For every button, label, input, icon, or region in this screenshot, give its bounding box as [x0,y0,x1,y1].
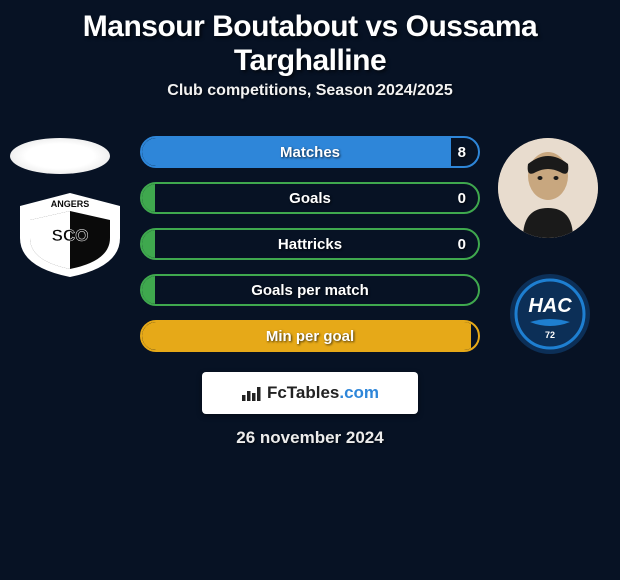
crest-right-year: 72 [545,330,555,340]
stat-bar-label: Goals per match [142,276,478,304]
stat-bar-label: Goals [142,184,478,212]
player-left-photo [10,138,110,174]
stat-bar-value: 8 [458,138,466,166]
stat-bar-label: Hattricks [142,230,478,258]
logo-text: FcTables.com [267,383,379,403]
comparison-bars: Matches8Goals0Hattricks0Goals per matchM… [140,136,480,366]
stat-bar: Min per goal [140,320,480,352]
stat-bar-label: Matches [142,138,478,166]
stat-bar: Goals per match [140,274,480,306]
club-crest-left: ANGERS SCO [20,193,120,277]
stat-bar-label: Min per goal [142,322,478,350]
crest-right-text: HAC [528,295,572,317]
content-area: ANGERS SCO HAC 72 Matches8Goals0Hattrick… [0,118,620,458]
crest-left-subtext: SCO [52,226,89,245]
fctables-logo: FcTables.com [202,372,418,414]
club-crest-right: HAC 72 [510,274,590,354]
stat-bar: Goals0 [140,182,480,214]
bars-icon [241,384,263,402]
stat-bar: Hattricks0 [140,228,480,260]
comparison-date: 26 november 2024 [0,428,620,448]
stat-bar: Matches8 [140,136,480,168]
player-right-photo [498,138,598,238]
stat-bar-value: 0 [458,184,466,212]
crest-left-text: ANGERS [51,199,90,209]
stat-bar-value: 0 [458,230,466,258]
comparison-subtitle: Club competitions, Season 2024/2025 [0,82,620,118]
comparison-title: Mansour Boutabout vs Oussama Targhalline [0,0,620,82]
